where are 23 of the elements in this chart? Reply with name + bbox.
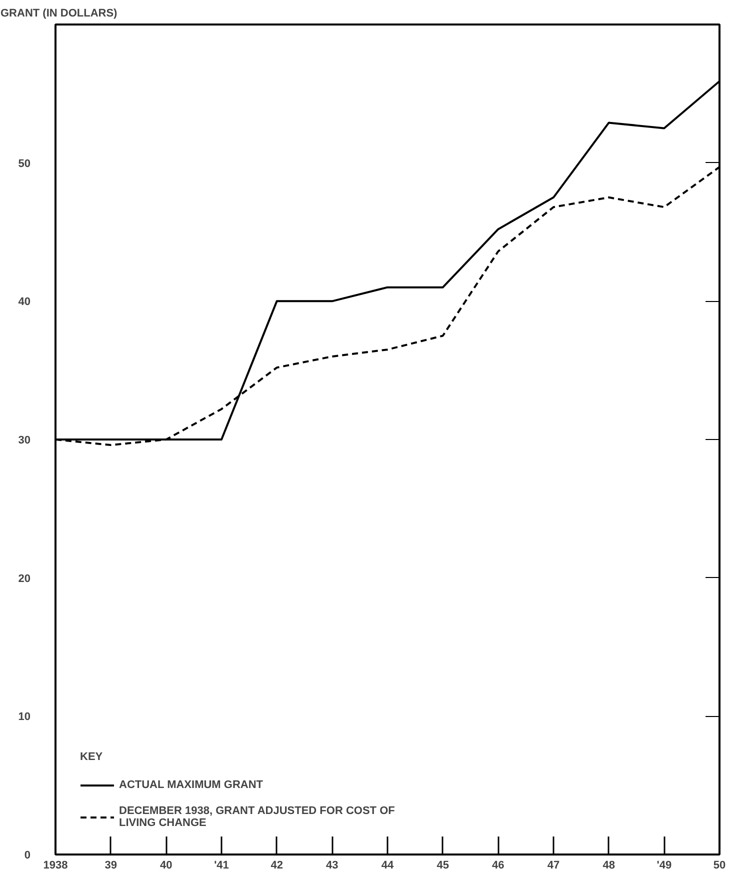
x-tick-label: 44	[381, 860, 394, 872]
legend-title: KEY	[80, 751, 104, 763]
y-tick-label: 50	[18, 158, 31, 170]
x-tick-label: 45	[436, 860, 449, 872]
x-tick-label: '49	[656, 860, 672, 872]
x-tick-label: 42	[270, 860, 283, 872]
y-tick-label: 0	[24, 850, 31, 862]
x-tick-label: 39	[104, 860, 117, 872]
y-tick-label: 20	[18, 572, 31, 585]
legend-label: ACTUAL MAXIMUM GRANT	[119, 779, 264, 791]
x-tick-label: 1938	[43, 860, 68, 872]
legend-label: DECEMBER 1938, GRANT ADJUSTED FOR COST OF LIVING CHANGE	[119, 805, 395, 829]
y-tick-label: 10	[18, 711, 31, 724]
x-tick-label: '41	[214, 860, 229, 872]
y-axis-title: GRANT (IN DOLLARS)	[0, 8, 118, 20]
x-tick-label: 47	[547, 860, 560, 872]
x-tick-label: 46	[492, 860, 504, 872]
x-tick-label: 43	[326, 860, 338, 872]
y-tick-label: 40	[18, 296, 31, 308]
x-tick-label: 48	[602, 860, 615, 872]
x-tick-label: 40	[160, 860, 172, 872]
y-tick-label: 30	[18, 434, 31, 446]
x-tick-label: 50	[713, 860, 726, 872]
